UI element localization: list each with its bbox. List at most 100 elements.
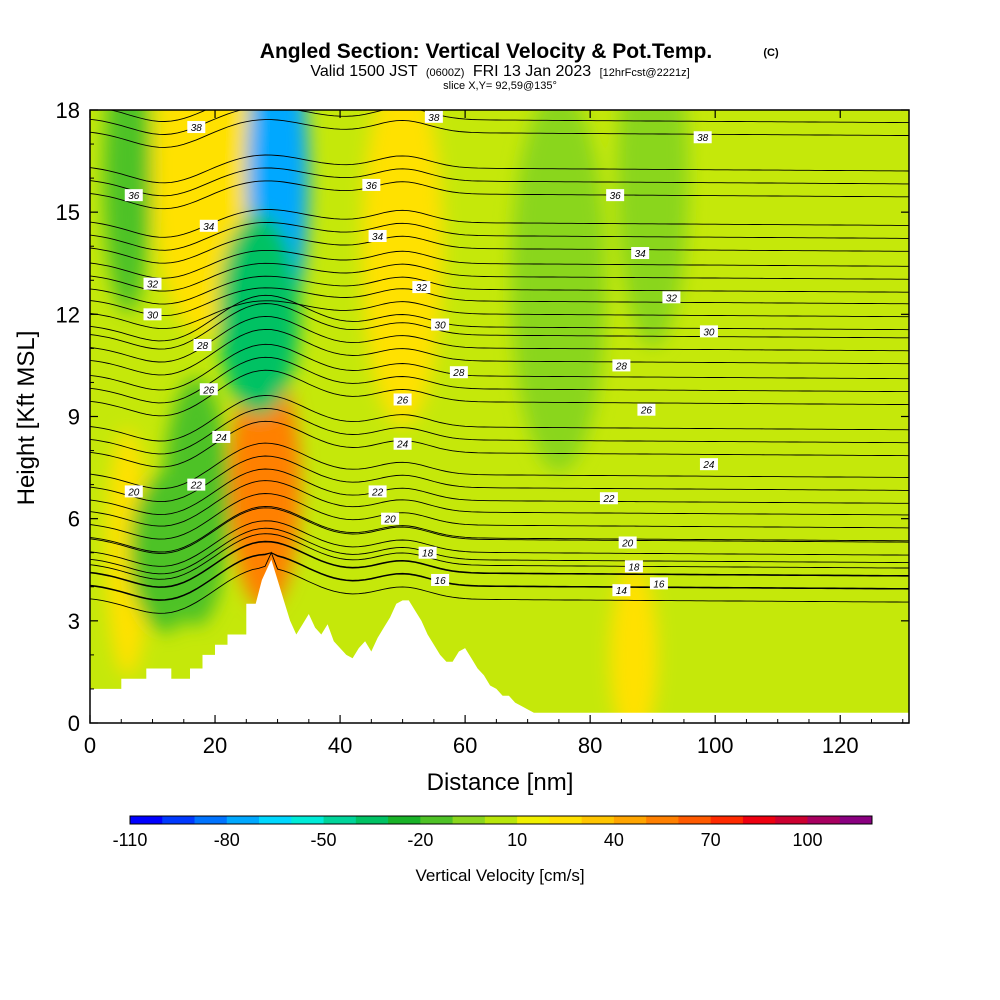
colorbar-cell [388, 816, 421, 824]
isentrope-line [90, 394, 909, 442]
isentrope-label: 32 [412, 281, 431, 294]
isentrope-label: 26 [637, 403, 656, 417]
svg-text:32: 32 [416, 283, 428, 294]
colorbar-tick-label: -110 [113, 830, 148, 850]
isentrope-line [90, 356, 909, 404]
isentrope-line [90, 552, 909, 601]
svg-text:30: 30 [703, 327, 715, 338]
isentrope-line [90, 167, 909, 197]
x-tick-label: 100 [697, 733, 734, 758]
valid-time-line: Valid 1500 JST (0600Z) FRI 13 Jan 2023 [… [310, 63, 689, 80]
svg-text:28: 28 [196, 341, 209, 352]
isentrope-label: 26 [393, 393, 412, 406]
y-tick-label: 3 [68, 609, 80, 634]
svg-text:28: 28 [452, 368, 465, 379]
colorbar-cell [646, 816, 679, 824]
svg-text:26: 26 [640, 406, 653, 417]
colorbar-cell [807, 816, 841, 824]
svg-text:24: 24 [396, 440, 409, 451]
colorbar-cell [710, 816, 744, 824]
colorbar-cell [839, 816, 873, 824]
isentrope-line [90, 209, 909, 238]
svg-text:20: 20 [384, 515, 397, 526]
velocity-blob [229, 360, 301, 609]
svg-text:28: 28 [615, 361, 628, 372]
isentrope-label: 24 [699, 458, 718, 471]
isentrope-line [90, 221, 909, 251]
colorbar-cell [452, 816, 486, 824]
chart-title: Angled Section: Vertical Velocity & Pot.… [260, 40, 712, 63]
valid-local-time: Valid 1500 JST [310, 63, 418, 80]
isentrope-line [90, 234, 909, 264]
svg-text:38: 38 [697, 133, 709, 144]
svg-text:22: 22 [371, 487, 384, 498]
y-axis-label: Height [Kft MSL] [13, 331, 40, 506]
forecast-info: [12hrFcst@2221z] [600, 67, 690, 79]
isentrope-label: 14 [612, 584, 631, 597]
isentrope-label: 38 [424, 110, 443, 124]
isentrope-label: 18 [418, 546, 437, 560]
isentrope-label: 30 [143, 308, 162, 321]
isentrope-labels: 14 16 16 18 18 20 20 20 22 22 22 24 24 24 26 26 26 28 28 28… [124, 110, 718, 597]
isentrope-label: 34 [199, 219, 218, 233]
svg-text:16: 16 [435, 576, 447, 587]
isentrope-line [90, 119, 909, 148]
isentrope-label: 28 [193, 338, 212, 352]
isentrope-label: 22 [187, 478, 206, 492]
colorbar: -110 -80 -50 -20 10 40 70 100 [113, 815, 873, 850]
y-tick-label: 15 [56, 200, 80, 225]
isentrope-label: 26 [199, 383, 218, 396]
colorbar-cell [323, 816, 357, 824]
x-axis-label: Distance [nm] [427, 769, 574, 796]
isentrope-line [90, 507, 909, 554]
copyright-mark: (C) [763, 47, 779, 59]
colorbar-cell [291, 816, 325, 824]
velocity-blob [610, 564, 658, 723]
colorbar-cell [549, 816, 583, 824]
svg-text:32: 32 [147, 280, 159, 291]
colorbar-cell [355, 816, 389, 824]
isentrope-label: 30 [431, 318, 450, 332]
isentrope-label: 20 [618, 536, 637, 550]
isentrope-line [90, 369, 909, 417]
colorbar-cell [742, 816, 776, 824]
isentrope-label: 36 [124, 189, 143, 202]
x-tick-label: 0 [84, 733, 96, 758]
colorbar-cell [226, 816, 260, 824]
y-tick-label: 12 [56, 302, 80, 327]
isentrope-label: 16 [649, 577, 668, 590]
colorbar-tick-label: 70 [701, 830, 721, 850]
isentrope-line [90, 493, 909, 540]
colorbar-cell [613, 816, 647, 824]
x-tick-label: 60 [453, 733, 477, 758]
svg-text:34: 34 [635, 249, 647, 260]
isentrope-label: 16 [431, 573, 450, 587]
isentrope-label: 18 [624, 560, 643, 573]
velocity-field [103, 110, 689, 723]
y-tick-label: 0 [68, 711, 80, 736]
colorbar-cell [194, 816, 228, 824]
svg-text:16: 16 [653, 579, 665, 590]
svg-text:24: 24 [215, 433, 228, 444]
svg-text:30: 30 [147, 310, 159, 321]
isentrope-line [90, 540, 909, 588]
svg-text:18: 18 [628, 562, 640, 573]
isentrope-label: 20 [381, 512, 400, 526]
velocity-blob [103, 110, 152, 314]
isentrope-line [90, 287, 909, 317]
colorbar-cell [130, 816, 163, 824]
colorbar-title: Vertical Velocity [cm/s] [415, 866, 584, 885]
isentrope-line [90, 541, 909, 588]
isentrope-line [90, 249, 909, 279]
isentrope-line [90, 442, 909, 490]
isentrope-label: 28 [449, 366, 468, 379]
isentrope-line [90, 505, 909, 553]
isentrope-label: 24 [212, 430, 231, 444]
isentrope-label: 36 [606, 189, 625, 202]
svg-text:20: 20 [127, 487, 140, 498]
velocity-blob [218, 213, 300, 416]
svg-text:36: 36 [366, 181, 378, 192]
colorbar-cell [678, 816, 712, 824]
plot-area: 14 16 16 18 18 20 20 20 22 22 22 24 24 24 26 26 26 28 28 28… [90, 110, 909, 723]
